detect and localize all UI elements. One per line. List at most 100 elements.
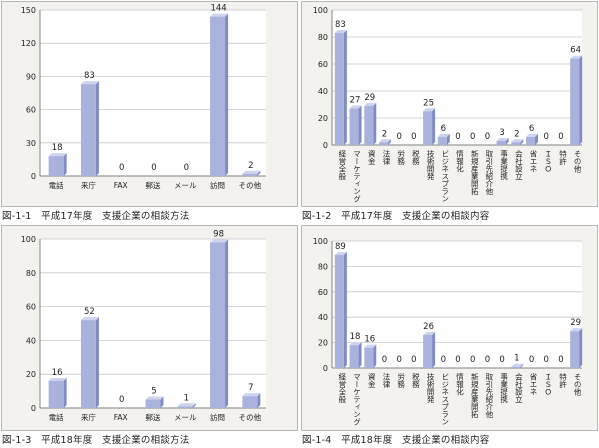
data-label: 16 [364,335,375,345]
bar-side [63,153,67,176]
bar-side [373,102,377,145]
data-label: 16 [52,368,63,378]
data-label: 0 [382,355,387,365]
x-tick-label: その他 [573,150,582,174]
bar [210,16,226,176]
data-label: 0 [529,355,534,365]
bar [570,331,580,368]
bar [210,242,226,408]
x-tick-label: 資金 [367,372,376,389]
y-tick-label: 40 [318,87,328,96]
y-tick-label: 0 [31,172,36,181]
bar-top [210,13,229,17]
bar [80,84,96,176]
x-tick-label: 事業提携 [499,149,508,182]
chart-svg-1: 0 30 60 90 120 150 18 電話 83 来庁 0 FAX 0 郵送 0 メール 144 訪問 2 その… [1,1,298,207]
data-label: 0 [485,132,490,142]
bar [334,254,344,368]
bar-side [579,328,583,368]
bar-top [511,363,524,367]
bar-side [257,170,261,176]
bar [423,111,433,145]
x-tick-label: 取引先紹介他 [485,150,494,197]
data-label: 0 [396,355,401,365]
x-tick-label: 来庁 [81,412,96,422]
y-tick-label: 20 [318,339,328,348]
x-tick-label: 法律 [382,372,391,390]
bar-top [334,29,347,33]
y-tick-label: 80 [318,33,328,42]
bar [423,334,433,368]
y-tick-label: 100 [313,237,328,246]
x-tick-label: 取引先紹介他 [485,373,494,420]
bar-side [257,393,261,408]
y-tick-label: 0 [323,364,328,373]
x-tick-label: メール [174,413,197,422]
x-tick-label: マーケティング [352,150,361,203]
data-label: 0 [455,132,460,142]
y-tick-label: 150 [21,6,36,15]
data-label: 0 [455,355,460,365]
y-tick-label: 60 [318,288,328,297]
data-label: 29 [364,93,375,103]
bar-top [437,133,450,137]
data-label: 2 [382,129,387,139]
bar-top [349,105,362,109]
y-tick-label: 20 [26,370,36,379]
bar-top [423,331,436,335]
y-tick-label: 60 [318,60,328,69]
x-tick-label: 経営全般 [338,149,347,182]
data-label: 7 [248,383,253,393]
chart-panel-1: 0 30 60 90 120 150 18 電話 83 来庁 0 FAX 0 郵送 0 メール 144 訪問 2 その… [0,0,299,224]
x-tick-label: その他 [239,412,262,422]
bar-top [48,377,67,381]
x-tick-label: ＩＳＯ [544,150,553,173]
bar-top [242,170,261,174]
data-label: 0 [151,163,156,173]
data-label: 83 [335,20,346,30]
bar-side [535,133,539,145]
bar [80,320,96,408]
bar-top [349,342,362,346]
bar-top [364,344,377,348]
chart-panel-2: 0 20 40 60 80 100 83 経営全般 27 マーケティング 29 資金 2 法律 0 労務 0 税務… [300,0,599,224]
x-tick-label: 法律 [382,149,391,167]
chart-panel-3: 0 20 40 60 80 100 16 電話 52 来庁 0 FAX 5 郵送 1 メール 98 訪問 7 その他 … [0,224,299,448]
x-tick-label: FAX [114,181,128,190]
data-label: 1 [514,354,519,364]
bar-side [225,13,229,177]
bar-top [378,139,391,143]
bar [364,105,374,145]
x-tick-label: 労務 [396,372,405,390]
data-label: 26 [423,322,434,332]
bar-top [80,317,99,321]
x-tick-label: 来庁 [81,180,96,190]
bar [349,345,359,368]
x-tick-label: 訪問 [210,412,225,422]
bar-side [192,403,196,408]
x-tick-label: 情報化 [455,149,464,174]
y-tick-label: 0 [323,141,328,150]
y-tick-label: 120 [21,39,36,48]
data-label: 0 [558,355,563,365]
data-label: 0 [470,355,475,365]
x-tick-label: その他 [573,373,582,397]
y-tick-label: 30 [26,139,36,148]
x-tick-label: マーケティング [352,373,361,426]
data-label: 0 [499,355,504,365]
data-label: 2 [248,161,253,171]
data-label: 0 [544,132,549,142]
data-label: 29 [570,318,581,328]
data-label: 6 [529,124,534,134]
y-tick-label: 100 [21,235,36,244]
bar-side [343,251,347,368]
bar-top [145,396,164,400]
x-tick-label: 新規産業開拓 [470,372,479,420]
y-tick-label: 90 [26,72,36,81]
data-label: 64 [570,46,581,56]
bar-side [579,55,583,145]
data-label: 52 [84,307,95,317]
chart-svg-2: 02040608010083経営全般27マーケティング29資金2法律0労務0税務… [301,1,598,207]
bar [378,142,388,145]
x-tick-label: 労務 [396,149,405,167]
